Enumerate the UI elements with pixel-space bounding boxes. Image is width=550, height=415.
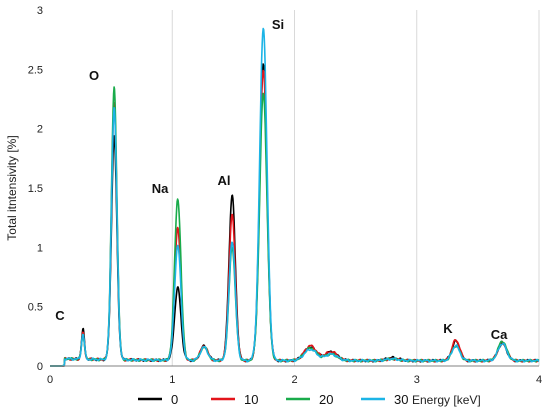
x-tick-label: 3 (414, 374, 420, 386)
y-tick-label: 1 (37, 242, 43, 254)
legend-label: 10 (244, 392, 258, 407)
element-annotations: C O Na Al Si K Ca (55, 17, 508, 342)
x-axis-label: Energy [keV] (412, 393, 481, 407)
annotation-o: O (89, 68, 99, 83)
annotation-k: K (443, 321, 453, 336)
x-tick-label: 2 (291, 374, 297, 386)
x-tick-label: 4 (536, 374, 542, 386)
legend-label: 30 (394, 392, 408, 407)
y-tick-label: 1.5 (28, 183, 43, 195)
y-tick-label: 3 (37, 5, 43, 17)
annotation-si: Si (272, 17, 284, 32)
annotation-na: Na (152, 181, 169, 196)
y-tick-label: 2.5 (28, 64, 43, 76)
annotation-c: C (55, 308, 65, 323)
y-tick-label: 0.5 (28, 302, 43, 314)
x-tick-label: 0 (47, 374, 53, 386)
y-axis-label: Total itntensivity [%] (5, 135, 19, 240)
spectrum-series (49, 27, 540, 367)
y-tick-label: 2 (37, 124, 43, 136)
legend: 0 10 20 30 (138, 392, 408, 407)
legend-label: 0 (171, 392, 178, 407)
annotation-al: Al (218, 173, 231, 188)
x-tick-label: 1 (169, 374, 175, 386)
legend-label: 20 (319, 392, 333, 407)
series-line-30 (49, 27, 540, 367)
tick-labels: 0 1 2 3 4 0 0.5 1 1.5 2 2.5 3 (28, 5, 542, 386)
y-tick-label: 0 (37, 361, 43, 373)
annotation-ca: Ca (491, 327, 508, 342)
